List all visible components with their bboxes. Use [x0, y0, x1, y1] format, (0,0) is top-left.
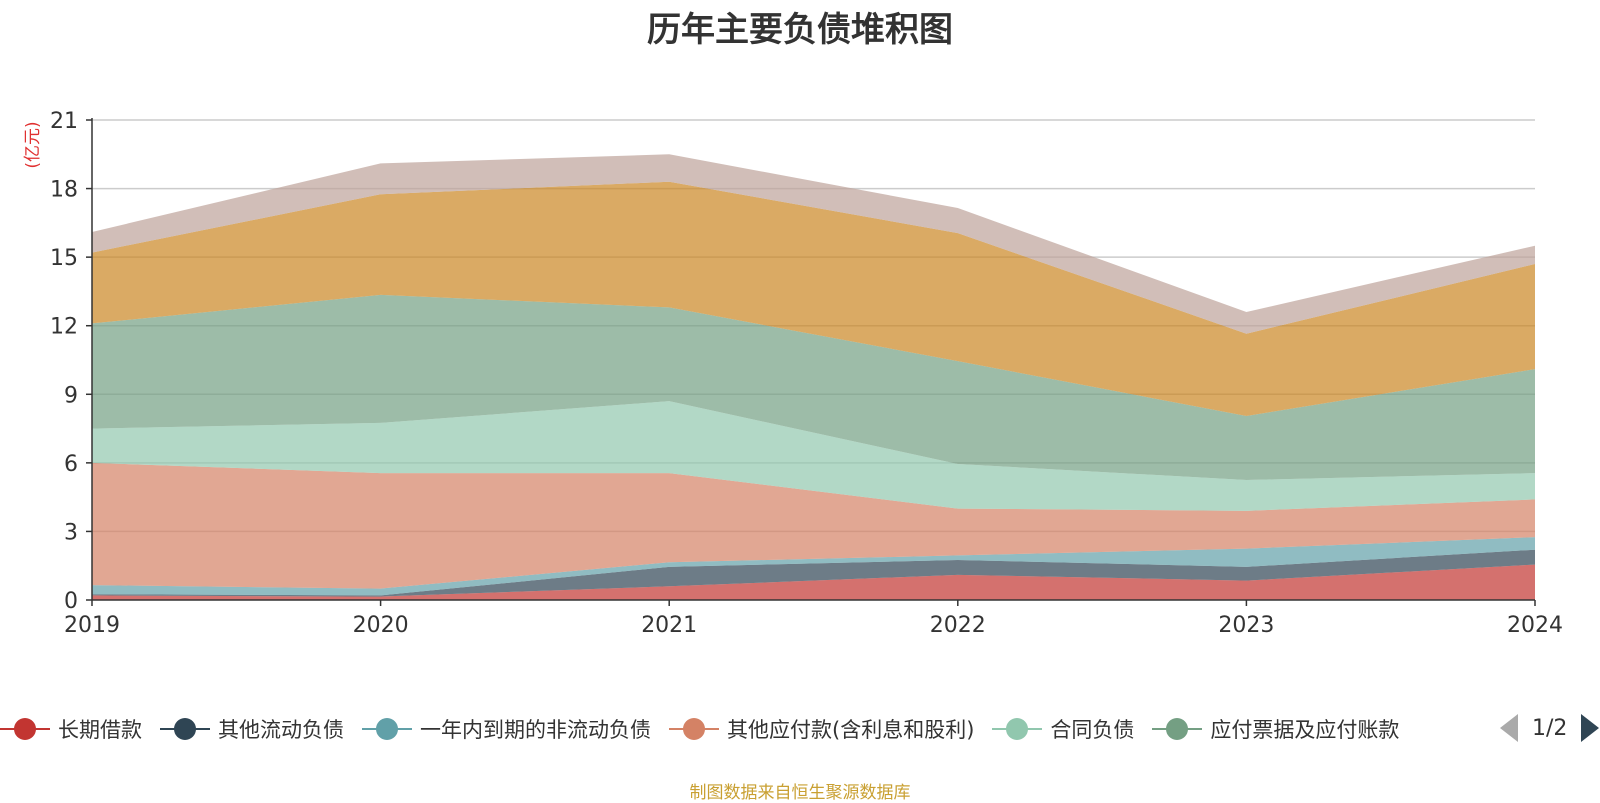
x-tick-label: 2023 — [1218, 613, 1274, 638]
x-tick-label: 2022 — [930, 613, 986, 638]
y-tick-label: 0 — [64, 589, 78, 614]
area-series — [92, 564, 1535, 600]
legend-prev-page-icon[interactable] — [1500, 714, 1518, 742]
legend-marker-icon — [669, 717, 719, 741]
legend-marker-icon — [0, 717, 50, 741]
y-tick-label: 6 — [64, 452, 78, 477]
x-tick-label: 2024 — [1507, 613, 1563, 638]
legend-label: 合同负债 — [1050, 718, 1135, 742]
legend-item[interactable]: 其他流动负债 — [160, 714, 344, 744]
legend-label: 长期借款 — [58, 718, 142, 742]
legend-pager: 1/2 — [1500, 714, 1600, 742]
legend-label: 应付票据及应付账款 — [1210, 718, 1400, 742]
chart-plot: 0 3 6 9 12 15 18 21 2019 2020 2021 2022 2023 2024 (亿元) — [23, 109, 1563, 638]
area-series — [92, 294, 1535, 480]
legend-item[interactable]: 一年内到期的非流动负债 — [362, 714, 651, 744]
source-note: 制图数据来自恒生聚源数据库 — [689, 783, 911, 803]
legend-marker-icon — [160, 717, 210, 741]
legend-item[interactable]: 长期借款 — [0, 714, 142, 744]
area-series — [92, 181, 1535, 416]
x-tick-label: 2021 — [641, 613, 697, 638]
legend-label: 一年内到期的非流动负债 — [420, 718, 651, 742]
legend-item[interactable]: 应付票据及应付账款 — [1152, 714, 1399, 744]
x-tick-label: 2020 — [353, 613, 409, 638]
area-series — [92, 154, 1535, 334]
y-tick-label: 15 — [50, 246, 78, 271]
y-tick-label: 9 — [64, 383, 78, 408]
legend-item[interactable]: 其他应付款(含利息和股利) — [669, 714, 974, 744]
legend-marker-icon — [1152, 717, 1203, 741]
area-series — [92, 537, 1535, 596]
legend-page-indicator: 1/2 — [1532, 715, 1568, 741]
legend-next-page-icon[interactable] — [1581, 714, 1600, 742]
legend-marker-icon — [992, 717, 1043, 741]
area-series — [92, 462, 1535, 589]
legend-label: 其他应付款(含利息和股利) — [727, 718, 975, 742]
legend: 长期借款 其他流动负债 一年内到期的非流动负债 其他应付款(含利息和股利) 合同负债 应付… — [0, 706, 1485, 752]
chart-title: 历年主要负债堆积图 — [647, 10, 953, 50]
y-tick-label: 18 — [50, 178, 78, 203]
y-tick-label: 3 — [64, 520, 78, 545]
y-tick-label: 21 — [50, 109, 78, 134]
area-series — [92, 401, 1535, 511]
area-series — [92, 549, 1535, 597]
legend-marker-icon — [362, 717, 412, 741]
x-tick-label: 2019 — [64, 613, 120, 638]
y-axis-label: (亿元) — [23, 121, 43, 168]
legend-label: 其他流动负债 — [218, 718, 344, 742]
legend-item[interactable]: 合同负债 — [992, 714, 1134, 744]
y-tick-label: 12 — [50, 315, 78, 340]
